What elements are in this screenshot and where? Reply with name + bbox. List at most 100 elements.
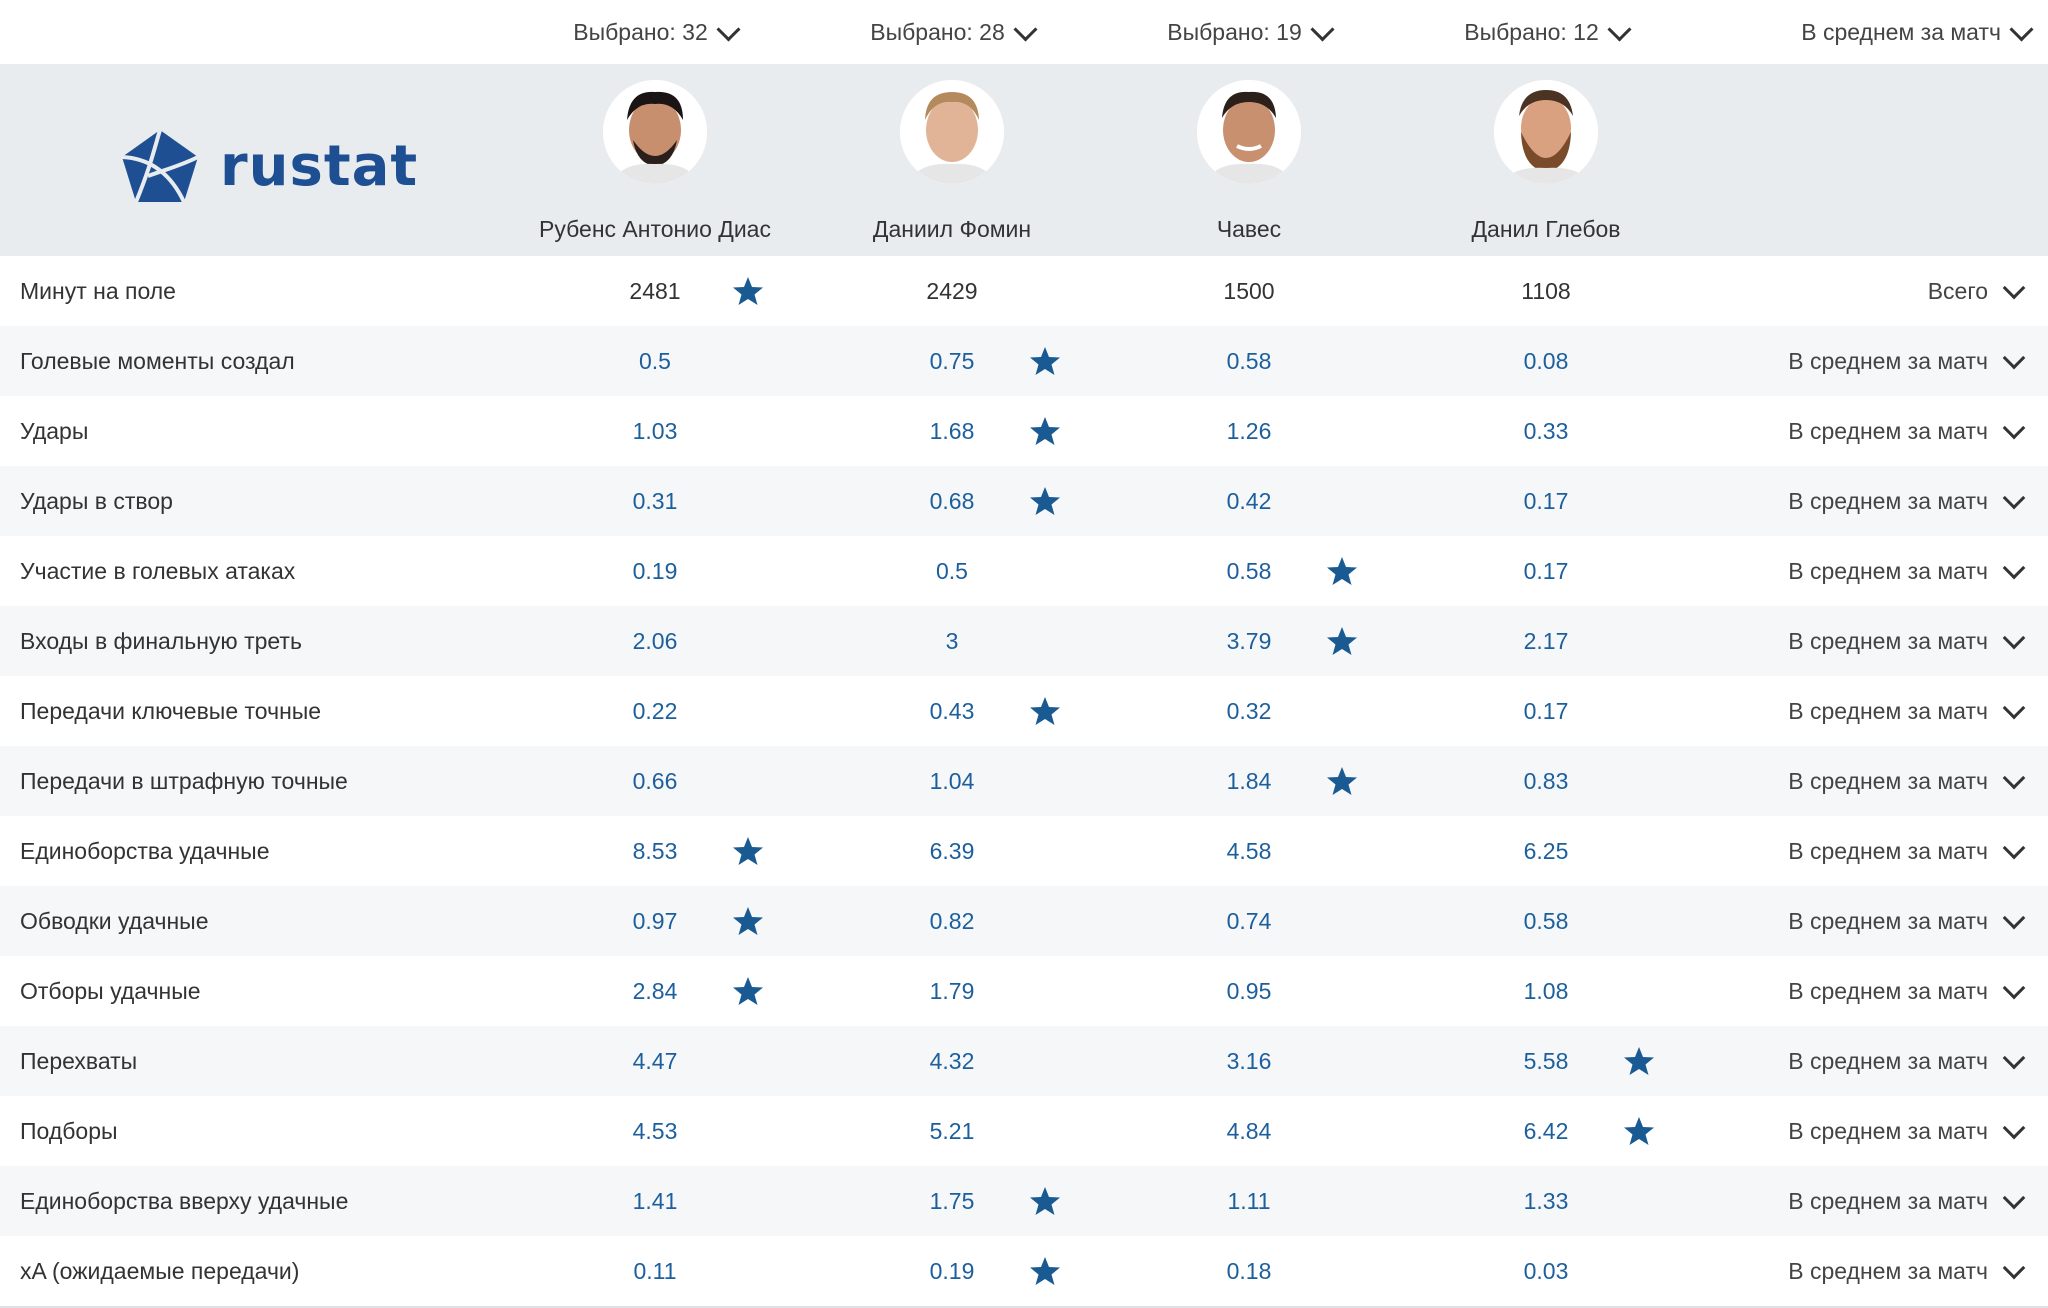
stat-value[interactable]: 0.58: [1523, 907, 1569, 934]
stat-value[interactable]: 1.75: [929, 1187, 975, 1214]
player-column-2[interactable]: Даниил Фомин: [802, 80, 1102, 243]
stat-value[interactable]: 1.26: [1226, 417, 1272, 444]
stat-value[interactable]: 4.53: [632, 1117, 678, 1144]
avatar[interactable]: [1197, 80, 1301, 184]
stat-mode-dropdown[interactable]: В среднем за матч: [1788, 536, 2026, 606]
stat-value[interactable]: 8.53: [632, 837, 678, 864]
stat-mode-dropdown[interactable]: В среднем за матч: [1788, 1096, 2026, 1166]
stat-value[interactable]: 0.42: [1226, 487, 1272, 514]
player-name[interactable]: Рубенс Антонио Диас: [539, 216, 771, 242]
selection-label: Выбрано: 19: [1167, 18, 1302, 45]
stat-value[interactable]: 0.58: [1226, 557, 1272, 584]
avatar[interactable]: [1494, 80, 1598, 184]
stat-mode-dropdown[interactable]: В среднем за матч: [1788, 1236, 2026, 1306]
stat-value[interactable]: 4.47: [632, 1047, 678, 1074]
stat-value[interactable]: 4.84: [1226, 1117, 1272, 1144]
stat-value[interactable]: 2.17: [1523, 627, 1569, 654]
stat-label: Единоборства вверху удачные: [20, 1187, 349, 1214]
stat-label: Подборы: [20, 1117, 118, 1144]
stat-value[interactable]: 0.11: [633, 1257, 677, 1284]
stat-value[interactable]: 6.42: [1523, 1117, 1569, 1144]
stat-mode-dropdown[interactable]: В среднем за матч: [1788, 1166, 2026, 1236]
stat-value[interactable]: 6.39: [929, 837, 975, 864]
stat-value[interactable]: 0.68: [929, 487, 975, 514]
stat-value[interactable]: 0.66: [632, 767, 678, 794]
player-name[interactable]: Даниил Фомин: [872, 216, 1032, 242]
selection-dropdown-player-2[interactable]: Выбрано: 28: [837, 0, 1067, 64]
stat-value[interactable]: 0.17: [1523, 487, 1569, 514]
stat-value[interactable]: 3: [945, 627, 959, 654]
best-value-star-icon: [1030, 487, 1060, 515]
stat-value[interactable]: 1.03: [632, 417, 678, 444]
global-mode-dropdown[interactable]: В среднем за матч: [1760, 0, 2034, 64]
stat-row: Подборы 4.53 5.21 4.84 6.42 В среднем за матч: [0, 1096, 2048, 1168]
stat-value[interactable]: 0.32: [1226, 697, 1272, 724]
stat-value[interactable]: 2.84: [632, 977, 678, 1004]
stat-value[interactable]: 4.32: [929, 1047, 975, 1074]
stat-value[interactable]: 0.31: [632, 487, 678, 514]
stat-value[interactable]: 0.22: [632, 697, 678, 724]
stat-value[interactable]: 0.18: [1226, 1257, 1272, 1284]
stat-mode-dropdown[interactable]: В среднем за матч: [1788, 956, 2026, 1026]
stat-value[interactable]: 0.97: [632, 907, 678, 934]
chevron-down-icon: [2002, 696, 2026, 720]
stat-mode-dropdown[interactable]: В среднем за матч: [1788, 466, 2026, 536]
stat-value[interactable]: 0.83: [1523, 767, 1569, 794]
stat-value[interactable]: 0.19: [929, 1257, 975, 1284]
stat-row: Входы в финальную треть 2.06 3 3.79 2.17 В ср…: [0, 606, 2048, 678]
stat-mode-dropdown[interactable]: В среднем за матч: [1788, 746, 2026, 816]
stat-value[interactable]: 0.19: [632, 557, 678, 584]
stat-value[interactable]: 1.68: [929, 417, 975, 444]
rustat-logo[interactable]: rustat: [120, 128, 418, 204]
player-name[interactable]: Чавес: [1216, 216, 1282, 242]
selection-dropdown-player-4[interactable]: Выбрано: 12: [1431, 0, 1661, 64]
stat-mode-dropdown[interactable]: В среднем за матч: [1788, 606, 2026, 676]
stat-mode-dropdown[interactable]: В среднем за матч: [1788, 396, 2026, 466]
stat-value[interactable]: 2.06: [632, 627, 678, 654]
stat-value[interactable]: 1.79: [929, 977, 975, 1004]
stat-value[interactable]: 0.75: [929, 347, 975, 374]
stat-mode-dropdown[interactable]: В среднем за матч: [1788, 886, 2026, 956]
stat-mode-dropdown[interactable]: В среднем за матч: [1788, 816, 2026, 886]
chevron-down-icon: [2002, 1186, 2026, 1210]
stat-mode-dropdown[interactable]: Всего: [1928, 256, 2026, 326]
stat-value[interactable]: 0.5: [936, 557, 968, 584]
stat-value[interactable]: 0.5: [639, 347, 671, 374]
selection-dropdown-player-1[interactable]: Выбрано: 32: [540, 0, 770, 64]
stat-row: Отборы удачные 2.84 1.79 0.95 1.08 В среднем …: [0, 956, 2048, 1028]
stat-value[interactable]: 1.41: [632, 1187, 678, 1214]
stat-label: Единоборства удачные: [20, 837, 270, 864]
stat-value[interactable]: 6.25: [1523, 837, 1569, 864]
best-value-star-icon: [733, 907, 763, 935]
stat-value[interactable]: 0.74: [1226, 907, 1272, 934]
player-column-3[interactable]: Чавес: [1099, 80, 1399, 243]
stat-value[interactable]: 1.04: [929, 767, 975, 794]
stat-value[interactable]: 3.79: [1226, 627, 1272, 654]
stat-value[interactable]: 5.21: [929, 1117, 975, 1144]
stat-value[interactable]: 0.08: [1523, 347, 1569, 374]
stat-mode-dropdown[interactable]: В среднем за матч: [1788, 326, 2026, 396]
selection-dropdown-player-3[interactable]: Выбрано: 19: [1134, 0, 1364, 64]
stat-value[interactable]: 5.58: [1523, 1047, 1569, 1074]
player-column-1[interactable]: Рубенс Антонио Диас: [505, 80, 805, 243]
stat-value[interactable]: 1.84: [1226, 767, 1272, 794]
stat-mode-dropdown[interactable]: В среднем за матч: [1788, 1026, 2026, 1096]
stat-value[interactable]: 4.58: [1226, 837, 1272, 864]
player-column-4[interactable]: Данил Глебов: [1396, 80, 1696, 243]
avatar[interactable]: [900, 80, 1004, 184]
stat-value[interactable]: 1.33: [1523, 1187, 1569, 1214]
stat-value[interactable]: 0.17: [1523, 697, 1569, 724]
stat-value[interactable]: 0.58: [1226, 347, 1272, 374]
stat-value[interactable]: 3.16: [1226, 1047, 1272, 1074]
stat-value[interactable]: 0.33: [1523, 417, 1569, 444]
stat-value[interactable]: 1.08: [1523, 977, 1569, 1004]
player-name[interactable]: Данил Глебов: [1471, 216, 1621, 242]
stat-value[interactable]: 0.03: [1523, 1257, 1569, 1284]
stat-value[interactable]: 1.11: [1227, 1187, 1271, 1214]
stat-value[interactable]: 0.17: [1523, 557, 1569, 584]
stat-value[interactable]: 0.82: [929, 907, 975, 934]
stat-value[interactable]: 0.43: [929, 697, 975, 724]
avatar[interactable]: [603, 80, 707, 184]
stat-mode-dropdown[interactable]: В среднем за матч: [1788, 676, 2026, 746]
stat-value[interactable]: 0.95: [1226, 977, 1272, 1004]
